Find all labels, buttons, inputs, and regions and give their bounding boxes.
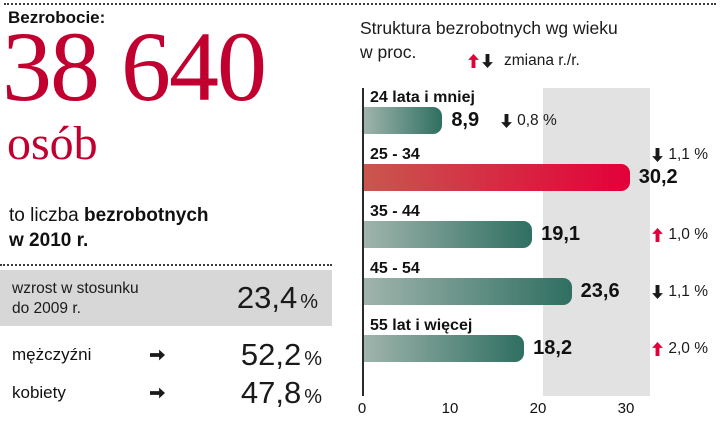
change-value: 0,8 %	[517, 111, 557, 129]
women-label: kobiety	[12, 383, 66, 402]
description-regular: to liczba	[9, 205, 84, 226]
bar-highlight	[364, 164, 630, 191]
bar-row: 8,9 0,8 %	[364, 107, 714, 134]
x-axis-tick-label: 0	[357, 400, 367, 417]
big-number: 38 640	[2, 11, 267, 122]
bar-chart: 24 lata i mniej 8,9 0,8 % 25 - 34 1,1 % 30,2 3…	[358, 88, 714, 420]
bar-value-label: 23,6	[580, 280, 620, 302]
big-number-unit: osób	[7, 117, 98, 170]
up-arrow-icon	[468, 54, 479, 68]
description-bold: bezrobotnych	[83, 205, 209, 226]
down-arrow-icon	[482, 54, 493, 68]
bar-value-label: 30,2	[638, 166, 678, 188]
women-value-percent: %	[304, 386, 322, 408]
bar-value-label: 18,2	[533, 337, 573, 359]
change-value: 1,1 %	[668, 145, 708, 163]
change-indicator: 1,0 %	[652, 226, 708, 244]
men-value-percent: %	[304, 348, 322, 370]
down-arrow-icon	[652, 284, 664, 299]
growth-label-line1: wzrost w stosunku	[12, 280, 139, 297]
top-divider	[4, 3, 716, 5]
bar-category-label: 35 - 44	[370, 203, 420, 220]
chart-rows: 24 lata i mniej 8,9 0,8 % 25 - 34 1,1 % 30,2 3…	[362, 88, 714, 396]
x-axis-tick-label: 30	[617, 400, 635, 417]
bar-row: 30,2	[364, 164, 714, 191]
growth-value-percent: %	[300, 291, 318, 313]
stat-row-men: mężczyźni 52,2%	[0, 337, 332, 373]
bar	[364, 278, 572, 305]
stat-row-women: kobiety 47,8%	[0, 375, 332, 411]
chart-title-line2: w proc.	[360, 42, 417, 63]
growth-divider	[0, 264, 332, 266]
chart-legend: zmiana r./r.	[468, 52, 580, 70]
growth-box: wzrost w stosunku do 2009 r. 23,4%	[0, 270, 332, 326]
change-indicator: 1,1 %	[652, 283, 708, 301]
bar-category-label: 24 lata i mniej	[370, 89, 475, 106]
bar-category-label: 55 lat i więcej	[370, 317, 473, 334]
change-indicator: 2,0 %	[652, 340, 708, 358]
change-value: 1,0 %	[668, 225, 708, 243]
right-arrow-icon	[150, 387, 165, 399]
x-axis-tick-label: 10	[441, 400, 459, 417]
bar-value-label: 19,1	[541, 223, 581, 245]
chart-title-line1: Struktura bezrobotnych wg wieku	[360, 18, 618, 38]
y-axis-line	[362, 88, 364, 396]
down-arrow-icon	[501, 113, 513, 128]
change-value: 2,0 %	[668, 339, 708, 357]
chart-background-band	[543, 88, 650, 396]
up-arrow-icon	[652, 227, 664, 242]
bar	[364, 107, 443, 134]
bar-category-label: 45 - 54	[370, 260, 420, 277]
men-value-number: 52,2	[240, 337, 302, 372]
section-title: Bezrobocie:	[8, 8, 106, 27]
bar-row: 18,2 2,0 %	[364, 335, 714, 362]
bar	[364, 335, 525, 362]
right-arrow-icon	[150, 349, 165, 361]
men-label: mężczyźni	[12, 345, 92, 364]
down-arrow-icon	[652, 147, 664, 162]
bar-row: 23,6 1,1 %	[364, 278, 714, 305]
women-value-number: 47,8	[240, 375, 302, 410]
change-indicator: 0,8 %	[501, 112, 557, 130]
men-value: 52,2%	[241, 337, 322, 373]
growth-label: wzrost w stosunku do 2009 r.	[12, 279, 139, 319]
description-line2: w 2010 r.	[9, 230, 89, 252]
bar-value-label: 8,9	[451, 109, 480, 131]
x-axis-ticks: 0 10 20 30	[358, 400, 714, 418]
bar-category-label: 25 - 34	[370, 146, 420, 163]
x-axis-tick-label: 20	[529, 400, 547, 417]
growth-value-number: 23,4	[236, 280, 298, 315]
bar	[364, 221, 533, 248]
women-value: 47,8%	[241, 375, 322, 411]
up-arrow-icon	[652, 341, 664, 356]
chart-title: Struktura bezrobotnych wg wieku w proc.	[360, 16, 618, 64]
growth-value: 23,4%	[237, 280, 318, 316]
legend-label: zmiana r./r.	[504, 52, 580, 69]
growth-label-line2: do 2009 r.	[12, 299, 81, 317]
bar-row: 19,1 1,0 %	[364, 221, 714, 248]
change-value: 1,1 %	[668, 282, 708, 300]
change-indicator: 1,1 %	[652, 145, 708, 164]
description: to liczba bezrobotnych w 2010 r.	[9, 203, 209, 253]
